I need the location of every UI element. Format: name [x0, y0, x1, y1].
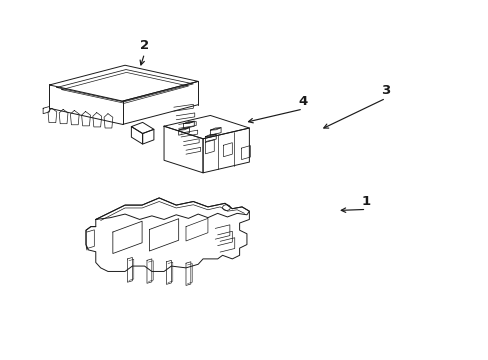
Text: 2: 2: [140, 39, 149, 52]
Text: 4: 4: [298, 95, 307, 108]
Text: 3: 3: [381, 84, 390, 97]
Text: 1: 1: [361, 195, 370, 208]
